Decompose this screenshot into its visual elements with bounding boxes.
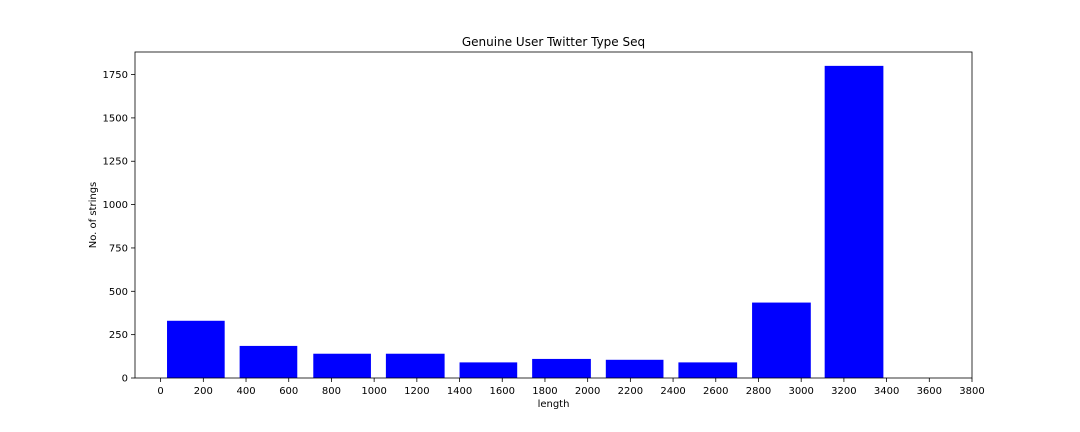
x-tick-label: 1400 [447,386,472,397]
y-tick-label: 1750 [103,70,128,81]
x-tick-label: 2600 [703,386,728,397]
bar-6 [605,359,664,378]
x-tick-label: 3200 [831,386,856,397]
bar-9 [824,65,884,378]
x-tick-label: 2400 [660,386,685,397]
bar-7 [678,362,738,378]
x-axis-label: length [538,399,570,410]
x-tick-label: 3800 [959,386,984,397]
bar-1 [239,345,298,378]
bars-group [167,65,884,378]
x-tick-label: 1800 [532,386,557,397]
y-tick-label: 250 [109,330,128,341]
x-tick-label: 3000 [788,386,813,397]
bar-3 [385,353,445,378]
x-tick-label: 1200 [404,386,429,397]
x-tick-label: 2200 [618,386,643,397]
x-tick-label: 2800 [746,386,771,397]
bar-5 [532,358,591,378]
x-tick-label: 400 [236,386,255,397]
x-tick-label: 2000 [575,386,600,397]
plot-frame [134,51,973,379]
bar-2 [313,353,371,378]
x-tick-label: 1600 [490,386,515,397]
y-tick-label: 750 [109,243,128,254]
x-tick-label: 1000 [361,386,386,397]
y-axis-ticks: 0 250 500 750 1000 1250 1500 1750 [103,70,135,385]
x-tick-label: 200 [194,386,213,397]
bar-8 [752,302,811,378]
chart-title: Genuine User Twitter Type Seq [462,35,645,49]
y-tick-label: 1500 [103,113,128,124]
y-tick-label: 1250 [103,157,128,168]
x-tick-label: 0 [157,386,163,397]
y-axis-label: No. of strings [88,182,99,249]
x-axis-ticks: 0 200 400 600 800 1000 1200 1400 1600 1800 2000 220… [157,378,985,397]
bar-4 [459,362,518,378]
x-tick-label: 3400 [874,386,899,397]
y-tick-label: 500 [109,287,128,298]
x-tick-label: 600 [279,386,298,397]
x-tick-label: 800 [322,386,341,397]
y-tick-label: 1000 [103,200,128,211]
x-tick-label: 3600 [917,386,942,397]
bar-0 [167,320,225,378]
y-tick-label: 0 [122,374,128,385]
